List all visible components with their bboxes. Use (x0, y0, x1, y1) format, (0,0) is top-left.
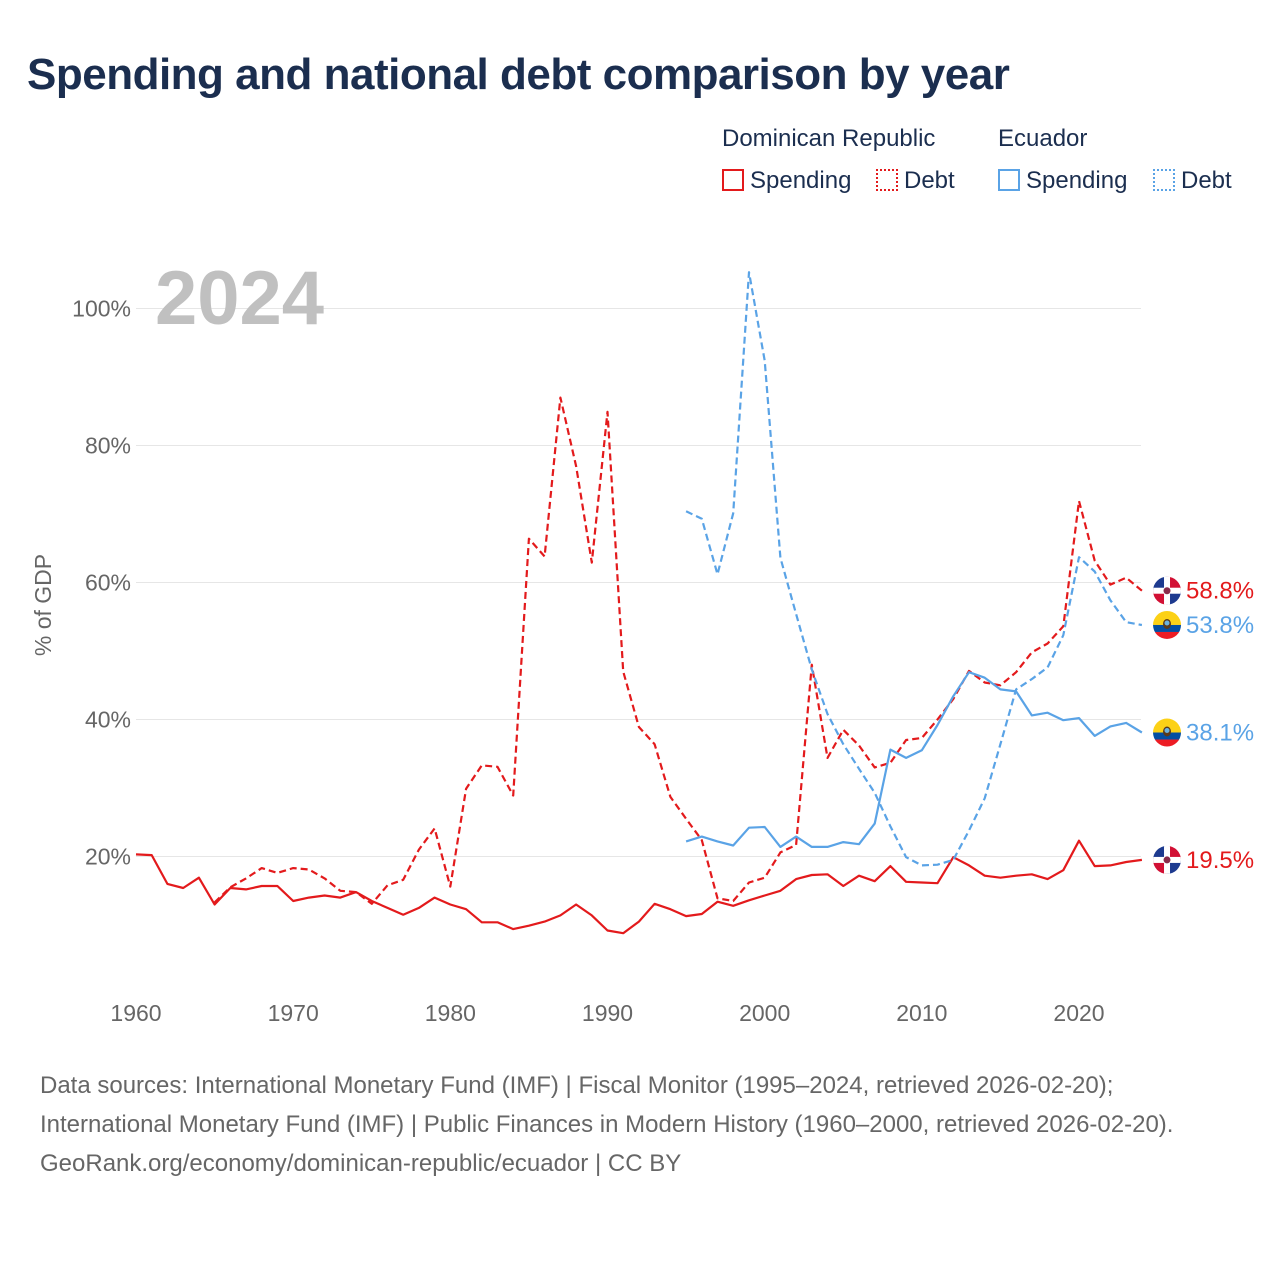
legend-item-dr-debt[interactable]: Debt (876, 167, 955, 195)
legend-item-ecuador-debt[interactable]: Debt (1153, 167, 1232, 195)
legend-label: Spending (750, 167, 852, 194)
x-tick-label: 1970 (268, 1000, 319, 1026)
dominican-republic-flag-icon (1152, 575, 1183, 606)
dotted-line-swatch-icon (876, 169, 898, 191)
y-tick-label: 20% (85, 844, 131, 870)
y-tick-label: 60% (85, 570, 131, 596)
x-tick-label: 2010 (896, 1000, 947, 1026)
series-end-label: 58.8% (1186, 578, 1254, 605)
series-line-dominican-republic-spending[interactable] (135, 839, 1143, 935)
data-sources: Data sources: International Monetary Fun… (40, 1072, 1174, 1138)
y-tick-label: 40% (85, 707, 131, 733)
solid-line-swatch-icon (998, 169, 1020, 191)
series-line-ecuador-debt[interactable] (685, 271, 1143, 867)
series-line-ecuador-spending[interactable] (685, 671, 1143, 849)
x-tick-label: 1960 (110, 1000, 161, 1026)
footer: Data sources: International Monetary Fun… (40, 1066, 1240, 1183)
y-axis-label: % of GDP (30, 554, 56, 656)
legend-item-dr-spending[interactable]: Spending (722, 167, 851, 195)
ecuador-flag-icon (1152, 717, 1183, 748)
x-tick-label: 2020 (1053, 1000, 1104, 1026)
series-line-dominican-republic-debt[interactable] (213, 396, 1143, 905)
legend-group-dominican-republic: Dominican Republic (722, 125, 936, 152)
series-end-label: 19.5% (1186, 847, 1254, 874)
chart-title: Spending and national debt comparison by… (27, 50, 1010, 99)
legend-group-ecuador: Ecuador (998, 125, 1088, 152)
legend-label: Spending (1026, 167, 1128, 194)
dominican-republic-flag-icon (1152, 844, 1183, 875)
ecuador-flag-icon (1152, 609, 1183, 640)
line-chart: 2024 % of GDP 20% 40% 60% 80% 100% 1960 1970 19… (30, 256, 1254, 1026)
legend-item-ecuador-spending[interactable]: Spending (998, 167, 1127, 195)
y-tick-label: 100% (72, 296, 131, 322)
credit-link[interactable]: GeoRank.org/economy/dominican-republic/e… (40, 1150, 682, 1177)
y-tick-label: 80% (85, 433, 131, 459)
solid-line-swatch-icon (722, 169, 744, 191)
x-tick-label: 1990 (582, 1000, 633, 1026)
series-end-label: 38.1% (1186, 720, 1254, 747)
year-watermark: 2024 (155, 256, 324, 341)
dotted-line-swatch-icon (1153, 169, 1175, 191)
series-end-label: 53.8% (1186, 612, 1254, 639)
x-tick-label: 2000 (739, 1000, 790, 1026)
legend-label: Debt (904, 167, 955, 194)
x-tick-label: 1980 (425, 1000, 476, 1026)
legend-label: Debt (1181, 167, 1232, 194)
